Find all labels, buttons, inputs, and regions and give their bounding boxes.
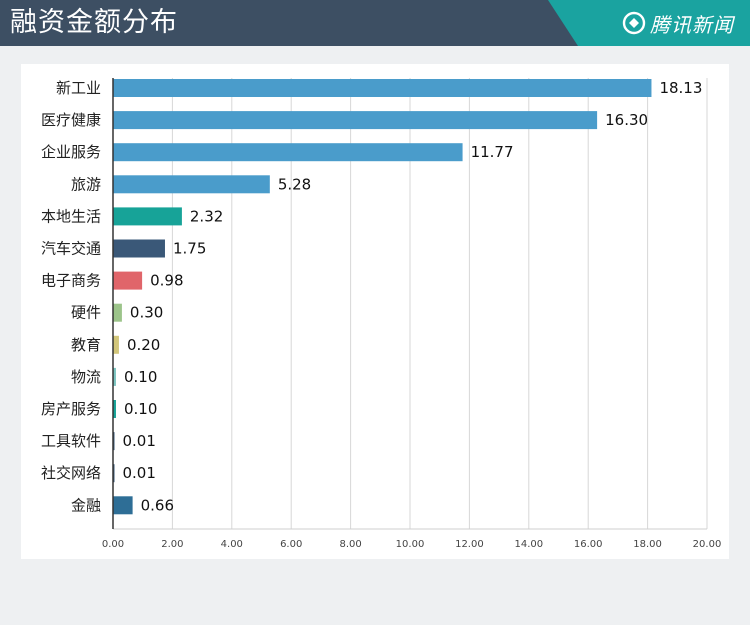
category-label: 医疗健康 bbox=[41, 111, 101, 129]
value-label: 0.01 bbox=[123, 432, 156, 450]
x-tick-label: 8.00 bbox=[339, 539, 361, 550]
bar bbox=[113, 175, 270, 194]
category-label: 旅游 bbox=[71, 175, 101, 193]
category-label: 物流 bbox=[71, 368, 101, 386]
brand-band bbox=[548, 0, 750, 46]
chart-panel: 新工业 18.13 医疗健康 16.30 企业服务 11.77 旅游 5.28 本地生活 2.32… bbox=[21, 64, 729, 559]
value-label: 5.28 bbox=[278, 175, 311, 193]
x-tick-label: 20.00 bbox=[693, 539, 722, 550]
category-label: 教育 bbox=[71, 336, 101, 354]
x-tick-label: 14.00 bbox=[514, 539, 543, 550]
x-tick-label: 4.00 bbox=[221, 539, 243, 550]
category-label: 企业服务 bbox=[41, 143, 101, 161]
value-label: 1.75 bbox=[173, 240, 206, 258]
x-tick-label: 2.00 bbox=[161, 539, 183, 550]
value-label: 0.01 bbox=[123, 464, 156, 482]
value-label: 0.20 bbox=[127, 336, 160, 354]
bar bbox=[113, 496, 133, 515]
value-label: 0.10 bbox=[124, 368, 157, 386]
x-tick-label: 18.00 bbox=[633, 539, 662, 550]
bar bbox=[113, 111, 598, 130]
bar bbox=[113, 207, 182, 226]
x-tick-label: 12.00 bbox=[455, 539, 484, 550]
category-label: 汽车交通 bbox=[41, 240, 101, 258]
bar-chart: 新工业 18.13 医疗健康 16.30 企业服务 11.77 旅游 5.28 本地生活 2.32… bbox=[41, 78, 722, 550]
value-label: 0.98 bbox=[150, 272, 183, 290]
bar bbox=[113, 400, 116, 418]
bar bbox=[113, 367, 116, 386]
bar bbox=[113, 239, 165, 258]
category-label: 社交网络 bbox=[41, 464, 101, 482]
x-tick-label: 0.00 bbox=[102, 539, 124, 550]
bar bbox=[113, 143, 463, 162]
category-label: 硬件 bbox=[71, 304, 101, 322]
brand-logo: 腾讯新闻 bbox=[622, 9, 734, 37]
page-title: 融资金额分布 bbox=[10, 7, 178, 38]
value-label: 18.13 bbox=[659, 79, 702, 97]
category-label: 本地生活 bbox=[41, 207, 101, 225]
value-label: 0.66 bbox=[141, 496, 174, 514]
bar bbox=[113, 79, 652, 97]
category-label: 电子商务 bbox=[41, 272, 101, 290]
category-label: 工具软件 bbox=[41, 432, 101, 450]
bar bbox=[113, 271, 143, 290]
value-label: 16.30 bbox=[605, 111, 648, 129]
category-label: 房产服务 bbox=[41, 400, 101, 418]
bar bbox=[113, 335, 119, 354]
category-label: 金融 bbox=[71, 496, 101, 514]
value-label: 11.77 bbox=[471, 143, 514, 161]
value-label: 2.32 bbox=[190, 207, 223, 225]
value-label: 0.30 bbox=[130, 304, 163, 322]
tencent-news-icon bbox=[622, 11, 646, 35]
category-label: 新工业 bbox=[56, 79, 101, 97]
x-tick-label: 10.00 bbox=[396, 539, 425, 550]
bar bbox=[113, 303, 122, 322]
brand-text: 腾讯新闻 bbox=[650, 12, 734, 37]
value-label: 0.10 bbox=[124, 400, 157, 418]
x-tick-label: 16.00 bbox=[574, 539, 603, 550]
x-tick-label: 6.00 bbox=[280, 539, 302, 550]
